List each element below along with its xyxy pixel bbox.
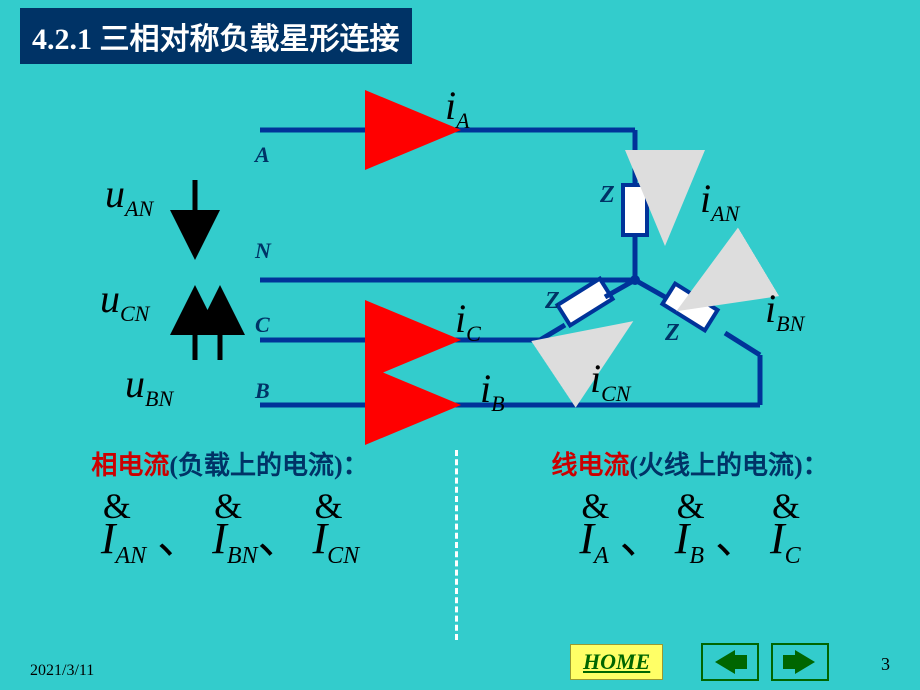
home-button[interactable]: HOME	[570, 644, 663, 680]
node-a: A	[255, 142, 270, 168]
label-i-bn: iBN	[765, 285, 804, 337]
prev-button-icon[interactable]	[700, 642, 760, 682]
bottom-columns: 相电流(负载上的电流)： IAN 、 IBN、 ICN 线电流(火线上的电流)：…	[0, 445, 920, 570]
next-button-icon[interactable]	[770, 642, 830, 682]
phase-current-formula: IAN 、 IBN、 ICN	[0, 502, 460, 570]
node-n: N	[255, 238, 271, 264]
node-b: B	[255, 378, 270, 404]
label-u-cn: uCN	[100, 275, 149, 327]
line-current-heading: 线电流(火线上的电流)：	[460, 445, 920, 482]
phase-current-heading: 相电流(负载上的电流)：	[0, 445, 460, 482]
line-current-formula: IA 、 IB 、 IC	[460, 502, 920, 570]
label-i-cn: iCN	[590, 355, 630, 407]
label-i-b: iB	[480, 365, 505, 417]
node-c: C	[255, 312, 270, 338]
label-u-an: uAN	[105, 170, 153, 222]
label-z3: Z	[665, 320, 680, 347]
footer-date: 2021/3/11	[30, 662, 94, 680]
label-i-a: iA	[445, 82, 470, 134]
label-i-c: iC	[455, 295, 481, 347]
label-u-bn: uBN	[125, 360, 173, 412]
page-number: 3	[881, 654, 890, 675]
label-z2: Z	[545, 288, 560, 315]
label-i-an: iAN	[700, 175, 739, 227]
label-z1: Z	[600, 182, 615, 209]
section-title: 4.2.1 三相对称负载星形连接	[20, 8, 412, 64]
